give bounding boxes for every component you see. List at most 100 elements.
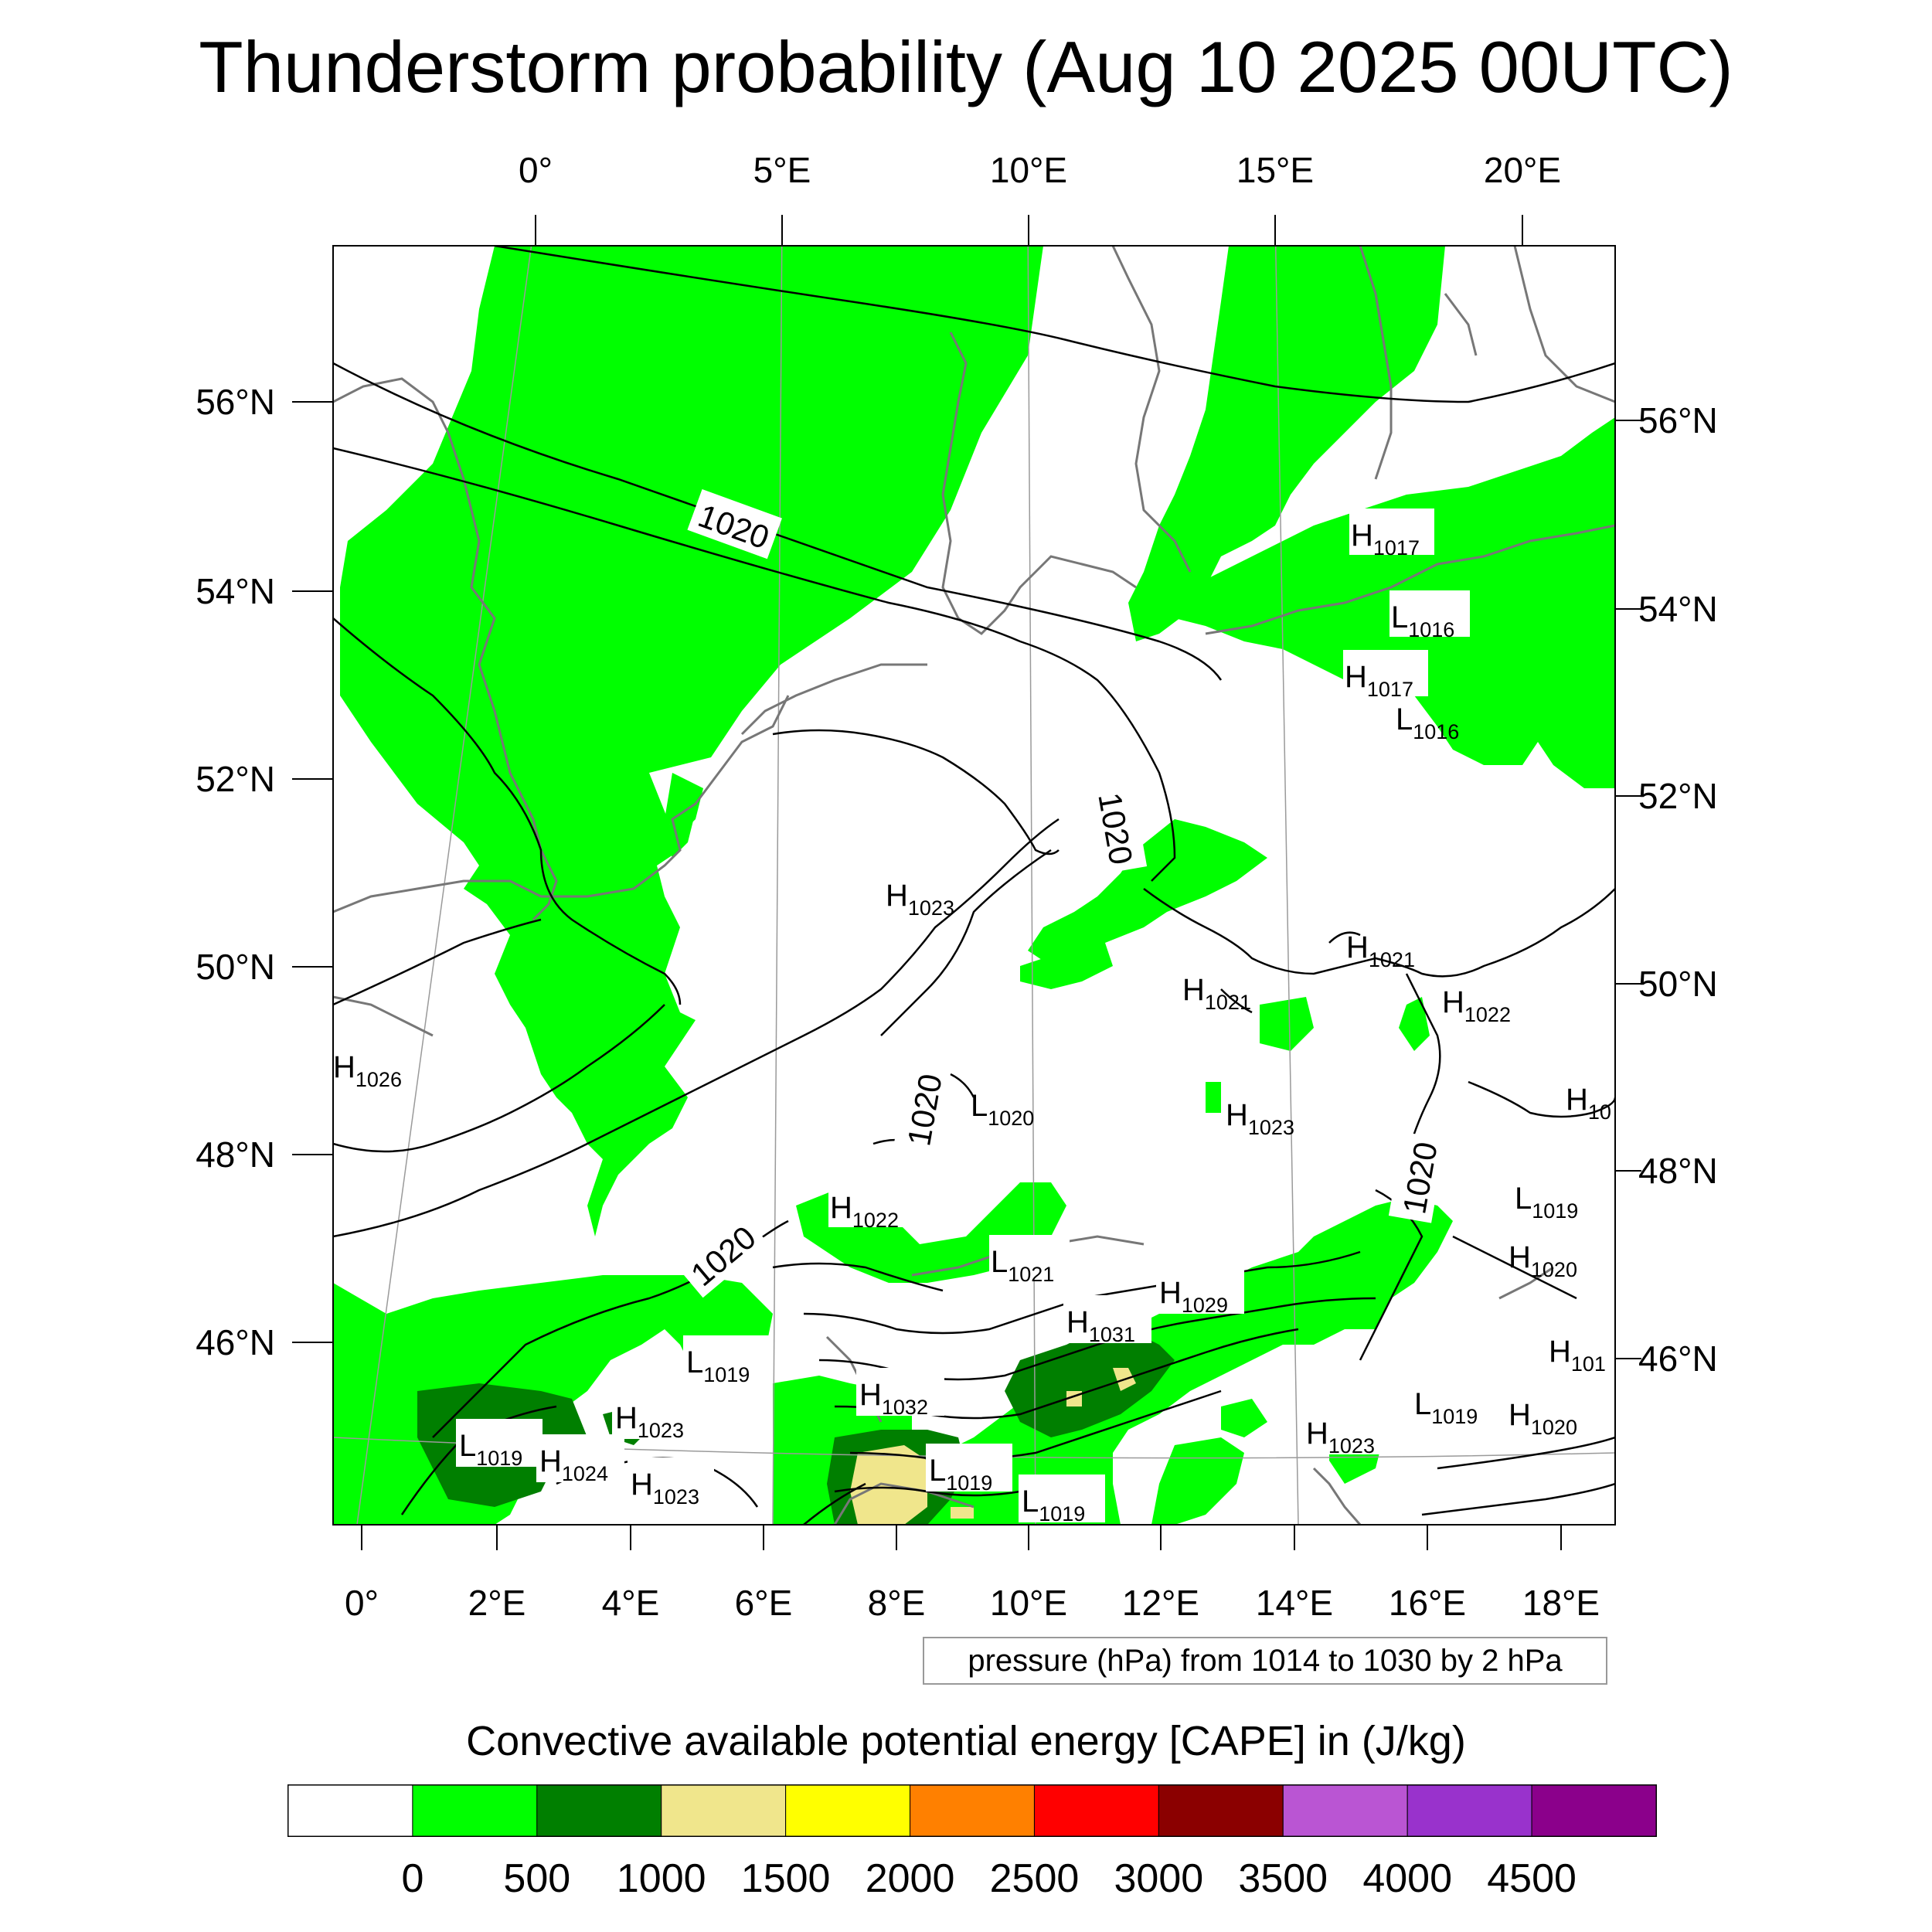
center-value: 1032 xyxy=(882,1396,928,1419)
center-value: 1024 xyxy=(562,1462,608,1485)
pressure-center: L1016 xyxy=(1389,590,1470,641)
svg-text:H1021: H1021 xyxy=(1346,930,1415,971)
bottom-lon-label: 8°E xyxy=(868,1583,926,1623)
isobar-alps-5 xyxy=(849,1389,1222,1462)
center-value: 1019 xyxy=(1039,1502,1085,1526)
colorbar-tick-label: 2500 xyxy=(990,1856,1080,1901)
cape-region-north-sea xyxy=(340,246,1043,1236)
pressure-center: H1024 xyxy=(536,1434,624,1485)
bottom-lon-label: 14°E xyxy=(1256,1583,1333,1623)
bottom-lon-label: 12°E xyxy=(1122,1583,1199,1623)
bottom-lon-label: 16°E xyxy=(1389,1583,1466,1623)
center-value: 1023 xyxy=(638,1419,684,1442)
right-lat-label: 54°N xyxy=(1638,589,1718,629)
bottom-lon-labels: 0° 2°E 4°E 6°E 8°E 10°E 12°E 14°E 16°E 1… xyxy=(345,1583,1600,1623)
svg-text:H1029: H1029 xyxy=(1159,1276,1228,1317)
coastlines-borders xyxy=(333,246,1615,1525)
coast-netherlands xyxy=(740,663,927,736)
isobar-alps-1 xyxy=(772,1262,944,1292)
center-value: 1023 xyxy=(1328,1434,1375,1458)
center-type: H xyxy=(1509,1398,1531,1432)
bottom-lon-label: 6°E xyxy=(735,1583,793,1623)
pressure-center: L1019 xyxy=(683,1335,770,1386)
svg-text:H1031: H1031 xyxy=(1066,1305,1135,1346)
top-lon-label: 5°E xyxy=(753,150,811,190)
right-lat-label: 50°N xyxy=(1638,964,1718,1004)
left-lat-label: 50°N xyxy=(196,947,275,987)
pressure-center: H1022 xyxy=(1442,985,1511,1026)
center-type: L xyxy=(929,1454,946,1488)
isobar-1020-loop xyxy=(880,849,1052,1036)
isobar-west-1 xyxy=(333,617,682,1005)
svg-text:H1017: H1017 xyxy=(1351,519,1420,560)
coast-lake-balaton xyxy=(1498,1266,1554,1300)
left-lat-label: 56°N xyxy=(196,382,275,422)
cape-region-poland xyxy=(1159,417,1615,788)
center-type: L xyxy=(1515,1182,1532,1216)
cape-region-slovakia xyxy=(1399,997,1430,1051)
map-content: 1020 1020 1020 1020 1020 H101 xyxy=(333,246,1615,1526)
pressure-center: L1019 xyxy=(926,1444,1012,1495)
svg-text:L1019: L1019 xyxy=(1022,1485,1085,1526)
isobar-east-4 xyxy=(1421,1482,1615,1516)
cape-region-adriatic xyxy=(1151,1437,1244,1525)
colorbar-tick-label: 4000 xyxy=(1362,1856,1452,1901)
colorbar-title: Convective available potential energy [C… xyxy=(466,1718,1466,1764)
center-value: 1021 xyxy=(1369,948,1415,971)
center-value: 1019 xyxy=(703,1363,750,1386)
center-type: L xyxy=(991,1245,1008,1279)
center-type: H xyxy=(859,1378,882,1412)
coast-brittany xyxy=(333,995,434,1037)
center-value: 1019 xyxy=(1431,1405,1478,1428)
coast-denmark xyxy=(941,332,1137,635)
center-value: 1020 xyxy=(1531,1416,1577,1439)
coast-britain-east xyxy=(333,377,558,921)
isobar-local-3 xyxy=(950,1073,975,1098)
colorbar-swatch xyxy=(910,1784,1035,1837)
center-value: 1023 xyxy=(908,896,954,920)
center-type: H xyxy=(1346,930,1369,964)
top-lon-label: 10°E xyxy=(990,150,1067,190)
isobar-east-3 xyxy=(1437,1436,1615,1470)
left-lat-label: 54°N xyxy=(196,571,275,611)
center-value: 1022 xyxy=(852,1209,899,1232)
svg-text:L1019: L1019 xyxy=(929,1454,992,1495)
right-lat-label: 48°N xyxy=(1638,1151,1718,1191)
svg-text:L1021: L1021 xyxy=(991,1245,1054,1286)
left-lat-labels: 56°N 54°N 52°N 50°N 48°N 46°N xyxy=(196,382,275,1362)
pressure-center: H1031 xyxy=(1063,1295,1151,1346)
center-value: 1029 xyxy=(1182,1294,1228,1317)
isobar-france-2 xyxy=(333,1004,665,1153)
svg-text:H1026: H1026 xyxy=(333,1050,402,1091)
coast-finland xyxy=(1513,246,1615,403)
colorbar-tick-label: 3500 xyxy=(1238,1856,1328,1901)
center-type: H xyxy=(1442,985,1464,1019)
center-value: 1016 xyxy=(1408,618,1454,641)
colorbar-tick-labels: 0 500 1000 1500 2000 2500 3000 3500 4000 4500 xyxy=(401,1856,1576,1901)
pressure-center: H1022 xyxy=(828,1181,913,1232)
left-lat-label: 46°N xyxy=(196,1322,275,1362)
bottom-lon-label: 4°E xyxy=(602,1583,660,1623)
center-type: H xyxy=(1159,1276,1182,1310)
pressure-center: L1021 xyxy=(989,1235,1070,1286)
svg-text:H1020: H1020 xyxy=(1509,1398,1577,1439)
colorbar-swatches xyxy=(287,1784,1657,1837)
top-lon-label: 15°E xyxy=(1236,150,1314,190)
isobar-1020-west xyxy=(333,818,1060,1238)
center-type: H xyxy=(1509,1240,1531,1274)
bottom-lon-label: 0° xyxy=(345,1583,379,1623)
coast-adriatic xyxy=(1312,1467,1362,1525)
svg-text:H1021: H1021 xyxy=(1182,973,1251,1014)
isobar-slovakia xyxy=(1405,973,1441,1160)
pressure-center: L1019 xyxy=(1515,1182,1578,1223)
center-value: 10 xyxy=(1588,1100,1611,1124)
center-type: L xyxy=(971,1089,988,1123)
cape-region-belgium xyxy=(665,804,696,858)
pressure-center: L1020 xyxy=(971,1089,1034,1130)
colorbar-tick-label: 3000 xyxy=(1114,1856,1204,1901)
bottom-lon-ticks xyxy=(361,1525,1562,1550)
svg-text:H1023: H1023 xyxy=(615,1401,684,1442)
colorbar-swatch xyxy=(1033,1784,1159,1837)
colorbar-swatch xyxy=(287,1784,413,1837)
center-type: H xyxy=(333,1050,355,1084)
